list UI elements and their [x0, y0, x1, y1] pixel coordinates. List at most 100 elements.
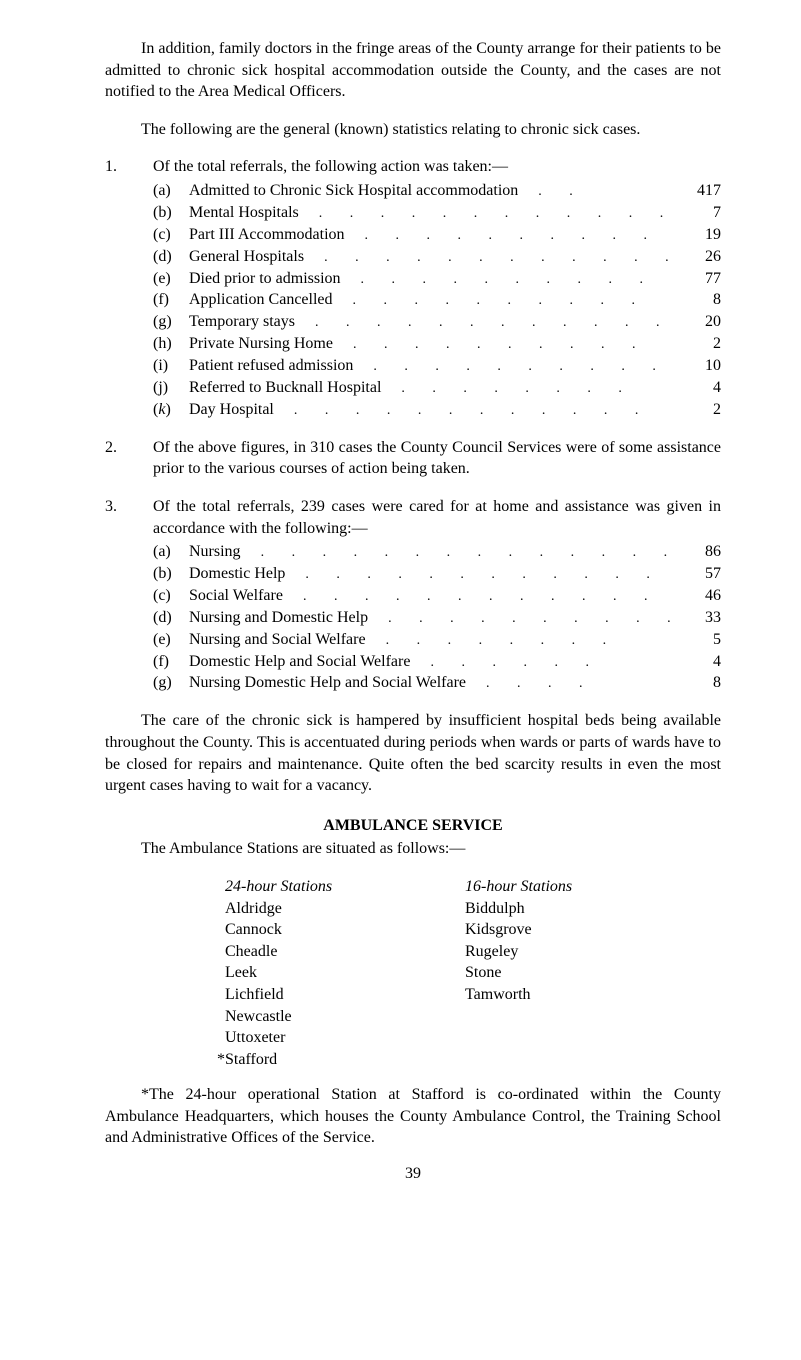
stat-item: (a) Admitted to Chronic Sick Hospital ac…: [153, 180, 721, 202]
stat-dots: . . . . . . . . . .: [345, 227, 681, 246]
stat-marker: (d): [153, 246, 189, 268]
stat-label: Mental Hospitals: [189, 202, 299, 224]
stat-item: (g) Nursing Domestic Help and Social Wel…: [153, 672, 721, 694]
stat-label: Day Hospital: [189, 399, 274, 421]
stat-value: 10: [681, 355, 721, 377]
stat-dots: . .: [518, 183, 681, 202]
stat-item: (k) Day Hospital . . . . . . . . . . . .…: [153, 399, 721, 421]
stat-value: 19: [681, 224, 721, 246]
stat-value: 33: [681, 607, 721, 629]
section-1: 1. Of the total referrals, the following…: [105, 156, 721, 178]
stat-marker: (g): [153, 311, 189, 333]
stat-label: Nursing and Domestic Help: [189, 607, 368, 629]
station-item: Uttoxeter: [225, 1027, 465, 1049]
stat-dots: . . . . . . . . . .: [333, 336, 681, 355]
section-2-marker: 2.: [105, 437, 153, 480]
stat-label: Died prior to admission: [189, 268, 341, 290]
stat-value: 77: [681, 268, 721, 290]
stat-dots: . . . . . . . .: [381, 380, 681, 399]
stat-label: General Hospitals: [189, 246, 304, 268]
station-item: Stone: [465, 962, 705, 984]
stat-dots: . . . .: [466, 675, 681, 694]
section-1-marker: 1.: [105, 156, 153, 178]
stations-col-16hr: 16-hour Stations Biddulph Kidsgrove Ruge…: [465, 876, 705, 1070]
stat-label: Referred to Bucknall Hospital: [189, 377, 381, 399]
stat-item: (b) Mental Hospitals . . . . . . . . . .…: [153, 202, 721, 224]
station-item: *Stafford: [217, 1049, 465, 1071]
stat-item: (e) Died prior to admission . . . . . . …: [153, 268, 721, 290]
section-3: 3. Of the total referrals, 239 cases wer…: [105, 496, 721, 539]
stat-value: 4: [681, 377, 721, 399]
stat-value: 5: [681, 629, 721, 651]
stat-marker: (e): [153, 268, 189, 290]
stat-item: (d) General Hospitals . . . . . . . . . …: [153, 246, 721, 268]
stat-dots: . . . . . .: [410, 654, 681, 673]
stat-dots: . . . . . . . . . . . .: [283, 588, 681, 607]
station-item: Kidsgrove: [465, 919, 705, 941]
stat-marker: (j): [153, 377, 189, 399]
stat-value: 8: [681, 672, 721, 694]
station-item: Lichfield: [225, 984, 465, 1006]
stat-value: 2: [681, 399, 721, 421]
stat-value: 46: [681, 585, 721, 607]
stat-item: (b) Domestic Help . . . . . . . . . . . …: [153, 563, 721, 585]
station-item: Biddulph: [465, 898, 705, 920]
para-closing: The care of the chronic sick is hampered…: [105, 710, 721, 796]
stat-dots: . . . . . . . . . . . .: [295, 314, 681, 333]
stat-value: 8: [681, 289, 721, 311]
stat-label: Application Cancelled: [189, 289, 333, 311]
stat-item: (f) Application Cancelled . . . . . . . …: [153, 289, 721, 311]
stat-dots: . . . . . . . . . . . .: [285, 566, 681, 585]
section-2-text: Of the above figures, in 310 cases the C…: [153, 437, 721, 480]
stat-dots: . . . . . . . . . .: [353, 358, 681, 377]
stat-marker: (b): [153, 202, 189, 224]
station-item: Rugeley: [465, 941, 705, 963]
stat-value: 20: [681, 311, 721, 333]
stat-dots: . . . . . . . . . .: [368, 610, 681, 629]
stat-value: 26: [681, 246, 721, 268]
stat-dots: . . . . . . . . . .: [341, 271, 681, 290]
stat-label: Nursing: [189, 541, 241, 563]
stat-value: 57: [681, 563, 721, 585]
station-item: Cheadle: [225, 941, 465, 963]
stat-label: Part III Accommodation: [189, 224, 345, 246]
stat-label: Nursing Domestic Help and Social Welfare: [189, 672, 466, 694]
stat-marker: (d): [153, 607, 189, 629]
stat-label: Admitted to Chronic Sick Hospital accomm…: [189, 180, 518, 202]
stat-marker: (i): [153, 355, 189, 377]
intro-paragraph-1: In addition, family doctors in the fring…: [105, 38, 721, 103]
stat-label: Domestic Help and Social Welfare: [189, 651, 410, 673]
stat-marker: (a): [153, 180, 189, 202]
stat-dots: . . . . . . . . . . . .: [304, 249, 681, 268]
stat-value: 2: [681, 333, 721, 355]
stat-item: (f) Domestic Help and Social Welfare . .…: [153, 651, 721, 673]
section-3-marker: 3.: [105, 496, 153, 539]
ambulance-intro: The Ambulance Stations are situated as f…: [105, 838, 721, 860]
stat-marker: (a): [153, 541, 189, 563]
stat-item: (a) Nursing . . . . . . . . . . . . . . …: [153, 541, 721, 563]
footnote: *The 24-hour operational Station at Staf…: [105, 1084, 721, 1149]
station-item: Aldridge: [225, 898, 465, 920]
section-3-intro: Of the total referrals, 239 cases were c…: [153, 496, 721, 539]
section-3-list: (a) Nursing . . . . . . . . . . . . . . …: [153, 541, 721, 694]
stat-marker: (c): [153, 224, 189, 246]
section-1-list: (a) Admitted to Chronic Sick Hospital ac…: [153, 180, 721, 421]
stations-24hr-header: 24-hour Stations: [225, 876, 465, 898]
stat-label: Patient refused admission: [189, 355, 353, 377]
stat-marker: (e): [153, 629, 189, 651]
stat-dots: . . . . . . . . . .: [333, 292, 681, 311]
stat-marker: (b): [153, 563, 189, 585]
stat-item: (e) Nursing and Social Welfare . . . . .…: [153, 629, 721, 651]
station-item: Newcastle: [225, 1006, 465, 1028]
stat-label: Temporary stays: [189, 311, 295, 333]
stat-marker: (f): [153, 651, 189, 673]
stat-marker: (c): [153, 585, 189, 607]
page-number: 39: [105, 1163, 721, 1185]
stat-marker-k: (k): [153, 399, 189, 421]
section-1-content: Of the total referrals, the following ac…: [153, 156, 721, 178]
stat-item: (g) Temporary stays . . . . . . . . . . …: [153, 311, 721, 333]
station-item: Leek: [225, 962, 465, 984]
stations-16hr-header: 16-hour Stations: [465, 876, 705, 898]
stat-value: 417: [681, 180, 721, 202]
section-1-intro: Of the total referrals, the following ac…: [153, 156, 721, 178]
